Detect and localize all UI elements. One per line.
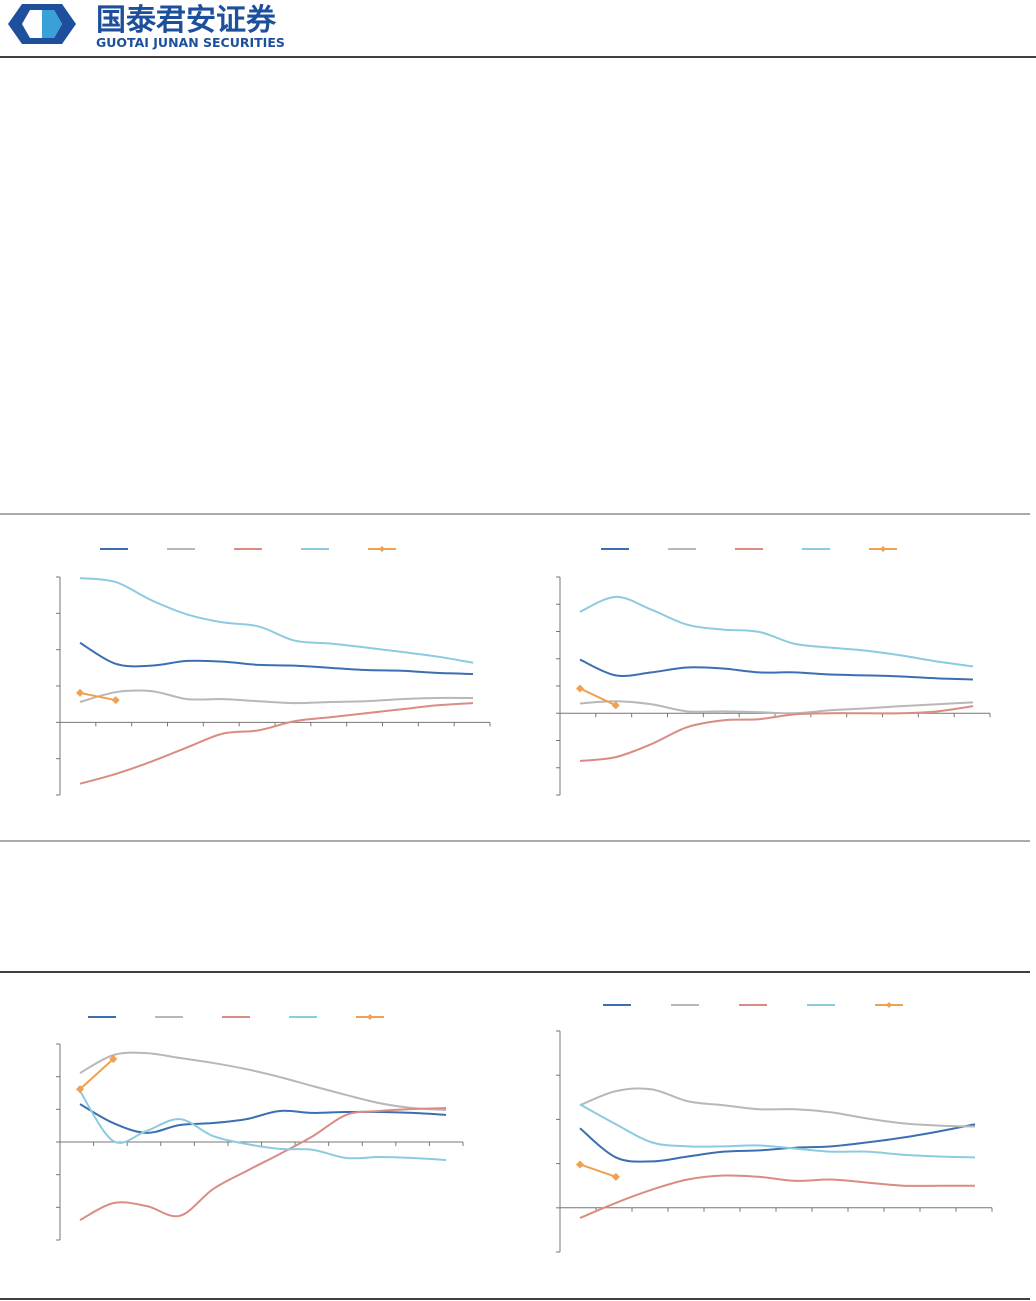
point <box>611 701 620 710</box>
point <box>111 696 120 705</box>
series-line <box>79 577 474 664</box>
series-line <box>579 658 974 681</box>
logo-cn: 国泰君安证券 <box>96 3 277 38</box>
series-line <box>79 641 474 676</box>
legend-marker <box>886 1002 892 1008</box>
series-line <box>579 1174 975 1219</box>
series-line <box>79 1058 114 1090</box>
series-line <box>79 1090 447 1161</box>
series-line <box>79 689 474 705</box>
series-line <box>579 1087 976 1128</box>
series-line <box>579 700 974 715</box>
series-line <box>79 1107 447 1221</box>
series-line <box>79 1103 447 1134</box>
series-line <box>79 1051 447 1111</box>
point <box>611 1172 620 1181</box>
logo-en: GUOTAI JUNAN SECURITIES <box>96 35 285 50</box>
legend-marker <box>379 546 385 552</box>
series-line <box>79 702 474 785</box>
series-line <box>579 1123 976 1163</box>
point <box>109 1055 118 1064</box>
logo: 国泰君安证券 GUOTAI JUNAN SECURITIES <box>8 3 285 50</box>
logo-half <box>42 10 62 38</box>
point <box>576 1160 584 1169</box>
series-line <box>579 705 974 762</box>
series-line <box>579 687 617 707</box>
point <box>76 1085 84 1094</box>
legend-marker <box>367 1014 373 1020</box>
series-line <box>79 691 116 702</box>
series-line <box>579 1163 617 1178</box>
legend-marker <box>880 546 886 552</box>
point <box>76 688 84 697</box>
point <box>576 684 584 693</box>
series-line <box>579 595 974 668</box>
series-line <box>579 1103 976 1159</box>
